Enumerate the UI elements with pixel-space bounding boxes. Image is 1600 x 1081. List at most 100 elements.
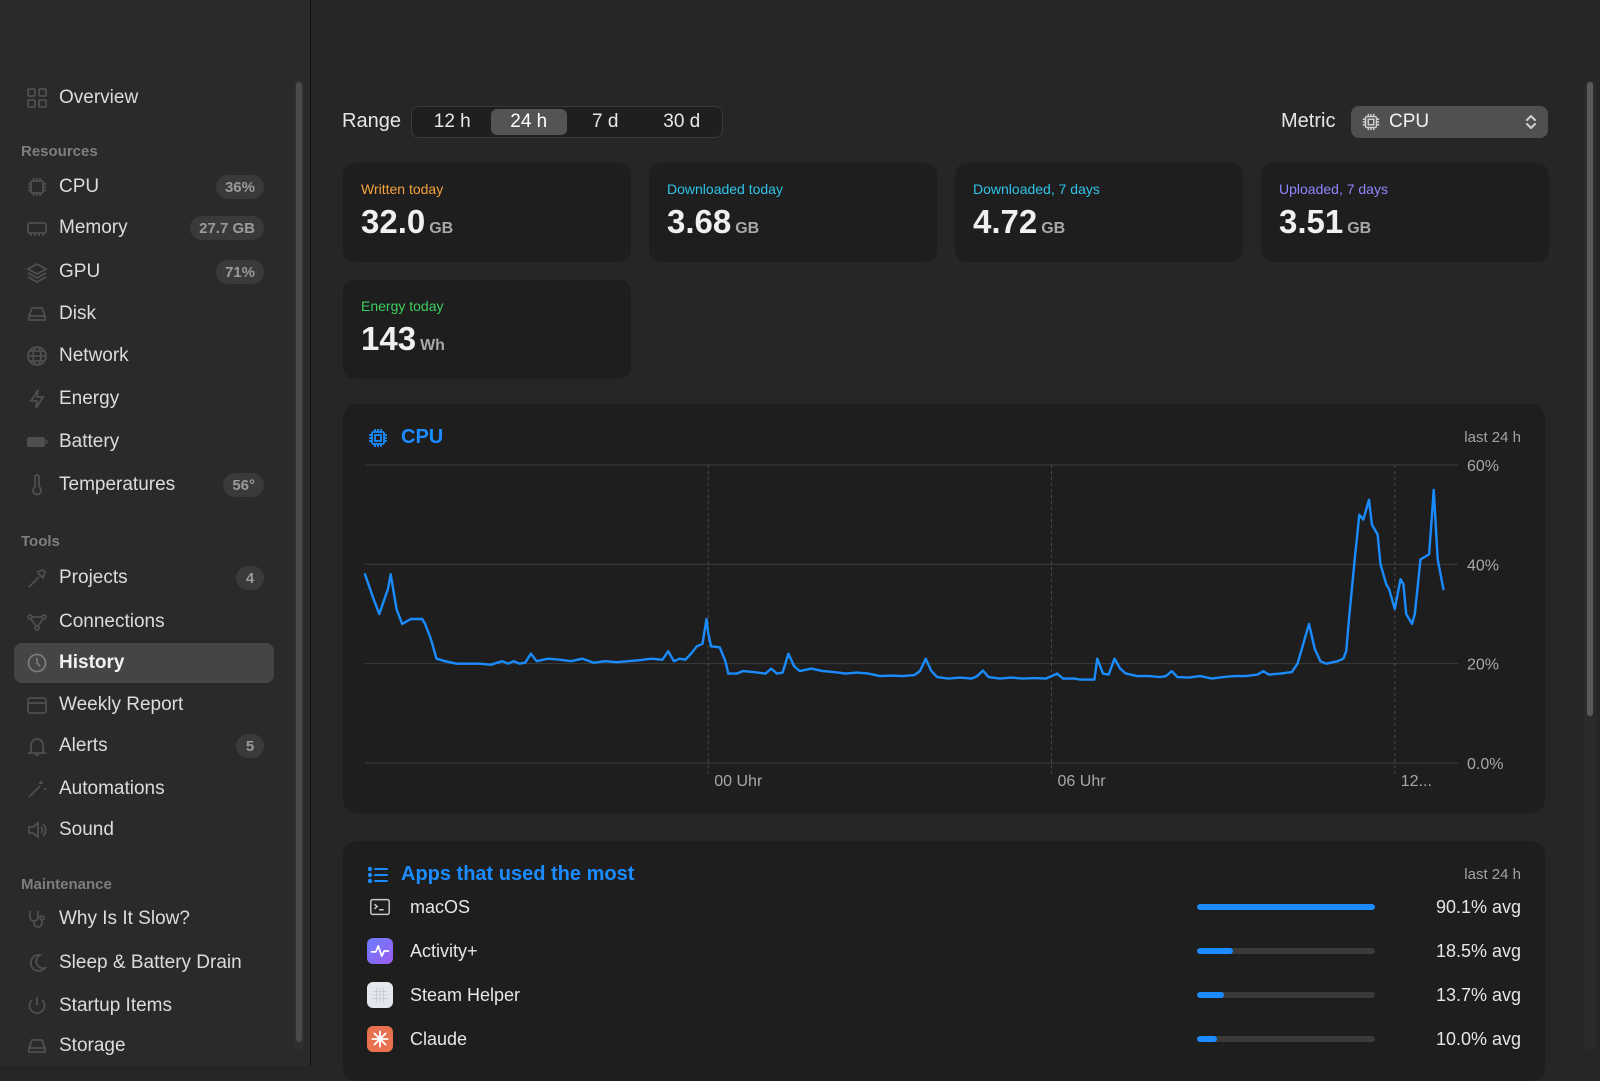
disk-icon [24, 302, 50, 326]
app-usage-value: 18.5% avg [1435, 940, 1521, 961]
sidebar: Overview Resources CPU 36% Memory 27.7 G… [0, 0, 311, 1066]
globe-icon [24, 344, 50, 368]
cpu-history-panel: CPU last 24 h 60% 40% 20% 0.0% 00 Uhr 06 Uhr 1… [343, 404, 1545, 813]
sidebar-item-temperatures[interactable]: Temperatures 56° [14, 465, 274, 505]
sidebar-item-label: Disk [59, 303, 96, 324]
sidebar-item-sleep-battery-drain[interactable]: Sleep & Battery Drain [14, 943, 274, 983]
range-segmented-control: 12 h 24 h 7 d 30 d [411, 106, 723, 138]
range-option-7d[interactable]: 7 d [592, 111, 619, 132]
stat-unit: GB [429, 220, 454, 237]
sidebar-item-history[interactable]: History [14, 643, 274, 683]
sidebar-item-disk[interactable]: Disk [14, 294, 274, 334]
sidebar-item-label: Storage [59, 1035, 126, 1056]
cpu-panel-range: last 24 h [1464, 429, 1521, 446]
range-option-24h[interactable]: 24 h [490, 109, 567, 135]
metric-select[interactable]: CPU [1351, 106, 1548, 138]
projects-count-badge: 4 [236, 566, 264, 590]
stat-unit: GB [1347, 220, 1372, 237]
main-scrollbar-thumb[interactable] [1587, 82, 1593, 716]
sidebar-item-label: GPU [59, 261, 101, 282]
sidebar-item-battery[interactable]: Battery [14, 422, 274, 462]
chart-x-tick-label: 06 Uhr [1058, 773, 1107, 790]
stat-value: 3.68 [667, 203, 732, 240]
moon-icon [24, 951, 50, 975]
metric-select-value: CPU [1389, 111, 1430, 132]
app-usage-value: 90.1% avg [1435, 896, 1521, 917]
stat-title: Downloaded, 7 days [973, 181, 1100, 197]
app-row-macos[interactable]: macOS 90.1% avg [367, 891, 1521, 923]
metric-label: Metric [1281, 110, 1336, 132]
app-usage-bar [1197, 904, 1375, 910]
stat-value: 32.0 [361, 203, 426, 240]
top-apps-panel: Apps that used the most last 24 h macOS … [343, 841, 1545, 1081]
app-row-activity-plus[interactable]: Activity+ 18.5% avg [367, 935, 1521, 967]
sidebar-item-weekly-report[interactable]: Weekly Report [14, 685, 274, 725]
sidebar-item-storage[interactable]: Storage [14, 1026, 274, 1066]
app-name: Activity+ [410, 940, 478, 961]
stat-card-downloaded-today: Downloaded today 3.68 GB [649, 163, 937, 262]
sidebar-item-label: Why Is It Slow? [59, 908, 190, 929]
sidebar-item-alerts[interactable]: Alerts 5 [14, 726, 274, 766]
sidebar-scrollbar[interactable] [294, 80, 304, 1050]
cpu-icon [367, 427, 389, 449]
app-usage-fill [1197, 904, 1375, 910]
cpu-icon [24, 175, 50, 199]
sidebar-item-label: Startup Items [59, 995, 172, 1016]
chart-x-tick-label: 12... [1401, 773, 1432, 790]
sidebar-item-label: Overview [59, 87, 139, 108]
sidebar-scrollbar-thumb[interactable] [296, 82, 302, 1042]
range-option-12h[interactable]: 12 h [433, 111, 471, 132]
sidebar-item-memory[interactable]: Memory 27.7 GB [14, 208, 274, 248]
sidebar-item-connections[interactable]: Connections [14, 602, 274, 642]
stat-title: Downloaded today [667, 181, 783, 197]
sidebar-item-overview[interactable]: Overview [14, 78, 274, 118]
chart-y-tick-label: 20% [1467, 657, 1499, 674]
sidebar-item-cpu[interactable]: CPU 36% [14, 167, 274, 207]
bolt-icon [24, 387, 50, 411]
battery-icon [24, 430, 50, 454]
hammer-icon [24, 566, 50, 590]
app-usage-value: 10.0% avg [1435, 1028, 1521, 1049]
main-scrollbar[interactable] [1584, 80, 1596, 1050]
apps-panel-title: Apps that used the most [401, 863, 635, 885]
app-name: Steam Helper [410, 984, 521, 1005]
thermometer-icon [24, 473, 50, 497]
sidebar-item-label: Sound [59, 819, 114, 840]
stat-card-written-today: Written today 32.0 GB [343, 163, 631, 262]
storage-icon [24, 1034, 50, 1058]
stethoscope-icon [24, 907, 50, 931]
sidebar-item-gpu[interactable]: GPU 71% [14, 252, 274, 292]
sidebar-item-network[interactable]: Network [14, 336, 274, 376]
sidebar-item-projects[interactable]: Projects 4 [14, 558, 274, 598]
list-icon [367, 864, 389, 886]
memory-usage-badge: 27.7 GB [190, 216, 264, 240]
overview-icon [24, 86, 50, 110]
stat-title: Energy today [361, 298, 444, 314]
cpu-chart: 60% 40% 20% 0.0% 00 Uhr 06 Uhr 12... [363, 458, 1503, 790]
stat-value: 143 [361, 320, 417, 357]
cpu-usage-badge: 36% [215, 175, 264, 199]
app-row-steam-helper[interactable]: Steam Helper 13.7% avg [367, 979, 1521, 1011]
power-icon [24, 994, 50, 1018]
calendar-icon [24, 693, 50, 717]
gpu-usage-badge: 71% [215, 260, 264, 284]
sidebar-item-why-is-it-slow[interactable]: Why Is It Slow? [14, 899, 274, 939]
speaker-icon [24, 818, 50, 842]
sidebar-item-label: Energy [59, 388, 120, 409]
gpu-icon [24, 260, 50, 284]
app-row-claude[interactable]: Claude 10.0% avg [367, 1023, 1521, 1055]
chart-y-tick-label: 0.0% [1467, 756, 1503, 773]
sidebar-item-sound[interactable]: Sound [14, 810, 274, 850]
clock-icon [24, 651, 50, 675]
sidebar-item-label: Connections [59, 611, 165, 632]
sidebar-item-startup-items[interactable]: Startup Items [14, 986, 274, 1026]
sidebar-item-energy[interactable]: Energy [14, 379, 274, 419]
sidebar-item-label: Projects [59, 567, 128, 588]
range-option-30d[interactable]: 30 d [663, 111, 701, 132]
sidebar-item-label: Automations [59, 778, 165, 799]
activity-icon [367, 938, 393, 964]
sidebar-item-label: Battery [59, 431, 120, 452]
section-title-resources: Resources [21, 143, 98, 160]
sidebar-item-label: Weekly Report [59, 694, 184, 715]
sidebar-item-automations[interactable]: Automations [14, 769, 274, 809]
